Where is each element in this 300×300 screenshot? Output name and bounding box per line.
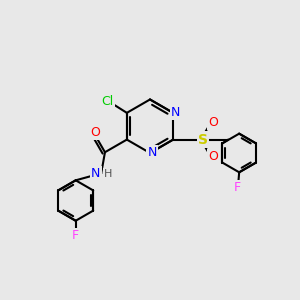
Text: N: N bbox=[171, 106, 180, 119]
Text: O: O bbox=[90, 126, 100, 139]
Text: O: O bbox=[208, 116, 218, 129]
Text: F: F bbox=[72, 229, 79, 242]
Text: F: F bbox=[234, 181, 241, 194]
Text: Cl: Cl bbox=[101, 95, 114, 108]
Text: H: H bbox=[103, 169, 112, 179]
Text: O: O bbox=[208, 150, 218, 163]
Text: S: S bbox=[198, 133, 208, 147]
Text: N: N bbox=[147, 146, 157, 160]
Text: N: N bbox=[91, 167, 101, 180]
